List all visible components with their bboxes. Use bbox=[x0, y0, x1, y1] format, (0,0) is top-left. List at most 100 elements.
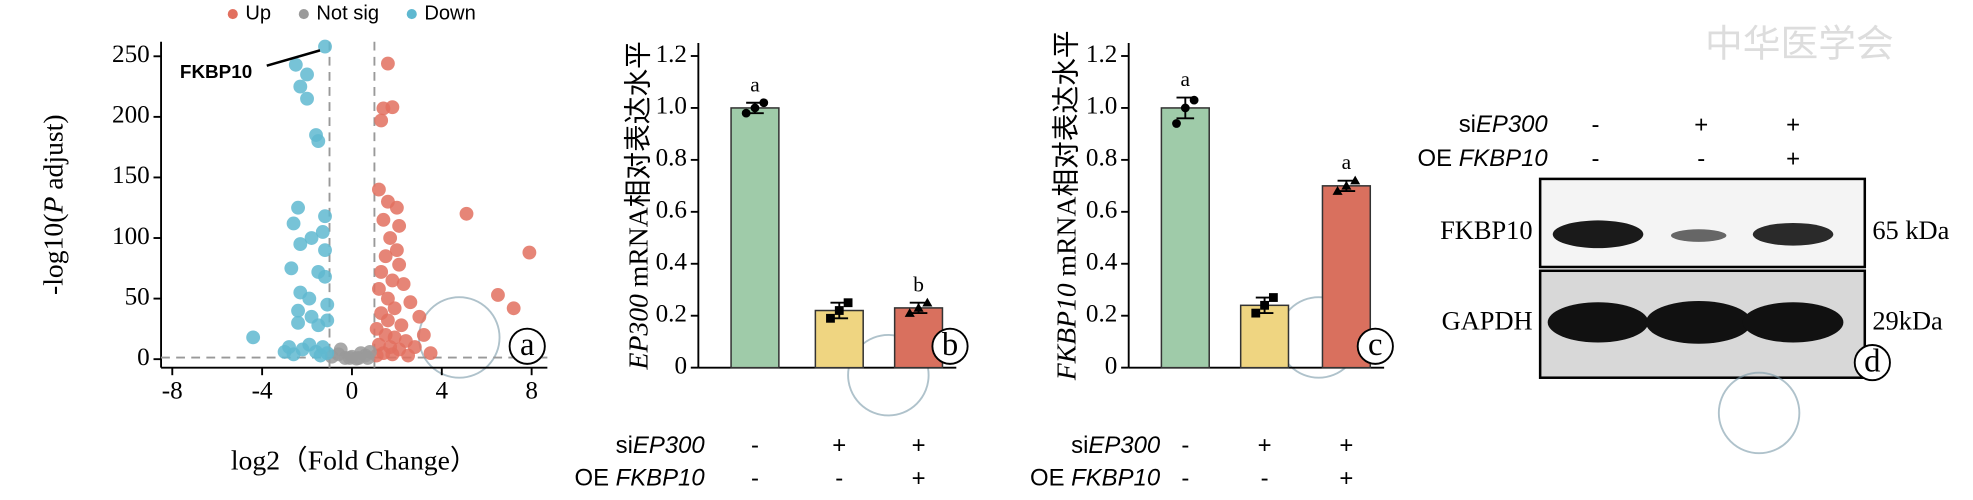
point bbox=[383, 231, 398, 245]
condition-label: OE FKBP10 bbox=[1418, 145, 1549, 172]
y-axis-label-part: EP300 bbox=[623, 294, 654, 370]
condition-mark: - bbox=[1592, 111, 1600, 138]
condition-mark: + bbox=[1339, 465, 1353, 492]
annotation: FKBP10 bbox=[180, 61, 252, 82]
y-axis-label-part: mRNA相对表达水平 bbox=[623, 41, 654, 294]
charts: 0 50 100 150 200 250 -8 -4 0 4 8 Up Not sig Down FKBP1… bbox=[38, 2, 1950, 492]
y-axis-label-part: -log10( bbox=[38, 214, 69, 295]
legend-marker bbox=[406, 9, 417, 20]
y-tick-label: 0.4 bbox=[656, 249, 688, 276]
condition-label-part: OE bbox=[1030, 465, 1071, 492]
point bbox=[304, 231, 319, 245]
replicate-point bbox=[843, 298, 853, 308]
point bbox=[374, 265, 389, 279]
point bbox=[288, 57, 303, 72]
replicate-point bbox=[1260, 300, 1269, 310]
point bbox=[378, 249, 393, 264]
condition-mark: - bbox=[751, 432, 759, 459]
significance-letter: a bbox=[1342, 150, 1352, 174]
point bbox=[360, 351, 375, 365]
y-tick-label: 200 bbox=[112, 102, 150, 129]
point bbox=[376, 212, 391, 227]
y-tick-label: 250 bbox=[112, 41, 150, 68]
blot-row-label: FKBP10 bbox=[1440, 215, 1532, 245]
condition-label-part: FKBP10 bbox=[616, 465, 706, 492]
replicate-point bbox=[834, 306, 844, 315]
y-tick-label: 0.4 bbox=[1086, 249, 1118, 276]
point bbox=[385, 347, 400, 362]
condition-mark: - bbox=[1697, 145, 1705, 172]
blot-row-label: GAPDH bbox=[1442, 306, 1533, 336]
y-tick-label: 100 bbox=[112, 223, 150, 250]
condition-label-part: si bbox=[1071, 432, 1088, 459]
point bbox=[380, 291, 395, 306]
legend-marker bbox=[227, 9, 238, 20]
y-axis-label-part: mRNA相对表达水平 bbox=[1051, 30, 1082, 283]
y-axis-label: EP300 mRNA相对表达水平 bbox=[623, 41, 654, 370]
point bbox=[318, 269, 332, 284]
legend-label: Up bbox=[245, 2, 271, 24]
point bbox=[318, 243, 332, 258]
point bbox=[374, 113, 389, 128]
condition-mark: - bbox=[1181, 465, 1189, 492]
condition-label: siEP300 bbox=[616, 432, 706, 459]
replicate-point bbox=[750, 103, 760, 113]
condition-mark: + bbox=[1786, 111, 1800, 138]
watermark: 中华医学会 bbox=[1705, 24, 1894, 66]
point bbox=[293, 79, 308, 94]
x-tick-label: 4 bbox=[436, 378, 449, 405]
point bbox=[246, 330, 261, 345]
replicate-point bbox=[913, 302, 924, 312]
condition-mark: - bbox=[1261, 465, 1269, 492]
point bbox=[286, 216, 301, 231]
replicate-point bbox=[904, 308, 915, 317]
condition-label-part: EP300 bbox=[633, 432, 705, 459]
bar bbox=[1239, 304, 1290, 369]
point bbox=[300, 91, 314, 106]
condition-label-part: si bbox=[1459, 111, 1476, 138]
condition-mark: + bbox=[1339, 432, 1353, 459]
condition-mark: + bbox=[1258, 432, 1272, 459]
replicate-point bbox=[741, 108, 751, 118]
condition-label: OE FKBP10 bbox=[575, 465, 706, 492]
legend-label: Down bbox=[424, 2, 475, 24]
point bbox=[302, 291, 317, 306]
point bbox=[506, 301, 521, 316]
y-axis-label: FKBP10 mRNA相对表达水平 bbox=[1051, 30, 1082, 381]
point bbox=[291, 315, 305, 330]
point bbox=[311, 318, 326, 333]
point bbox=[392, 257, 407, 272]
point bbox=[380, 56, 395, 71]
replicate-point bbox=[826, 313, 835, 323]
condition-mark: + bbox=[1694, 111, 1708, 138]
y-axis-label-part: adjust) bbox=[38, 114, 69, 196]
point bbox=[284, 261, 299, 276]
replicate-point bbox=[1180, 103, 1190, 113]
y-tick-label: 0.2 bbox=[656, 300, 687, 327]
y-tick-label: 1.0 bbox=[1086, 93, 1117, 120]
x-tick-label: -8 bbox=[162, 378, 183, 405]
point bbox=[385, 273, 400, 288]
condition-label: siEP300 bbox=[1459, 111, 1549, 138]
condition-mark: + bbox=[1786, 145, 1800, 172]
condition-label-part: FKBP10 bbox=[1459, 145, 1549, 172]
point bbox=[396, 277, 411, 291]
point bbox=[300, 67, 314, 82]
replicate-point bbox=[1341, 180, 1352, 190]
point bbox=[389, 200, 404, 215]
panel-label: c bbox=[1368, 327, 1383, 363]
point bbox=[380, 313, 395, 328]
legend-label: Not sig bbox=[316, 2, 379, 24]
point bbox=[313, 348, 328, 363]
condition-label-part: EP300 bbox=[1476, 111, 1548, 138]
point bbox=[349, 351, 364, 366]
y-tick-label: 0 bbox=[137, 344, 150, 371]
point bbox=[318, 209, 332, 224]
panel-label: d bbox=[1864, 343, 1880, 379]
point bbox=[423, 346, 438, 361]
x-tick-label: 0 bbox=[346, 378, 359, 405]
x-axis-label: log2（Fold Change） bbox=[231, 445, 478, 476]
significance-letter: a bbox=[750, 72, 760, 96]
point bbox=[401, 348, 416, 363]
